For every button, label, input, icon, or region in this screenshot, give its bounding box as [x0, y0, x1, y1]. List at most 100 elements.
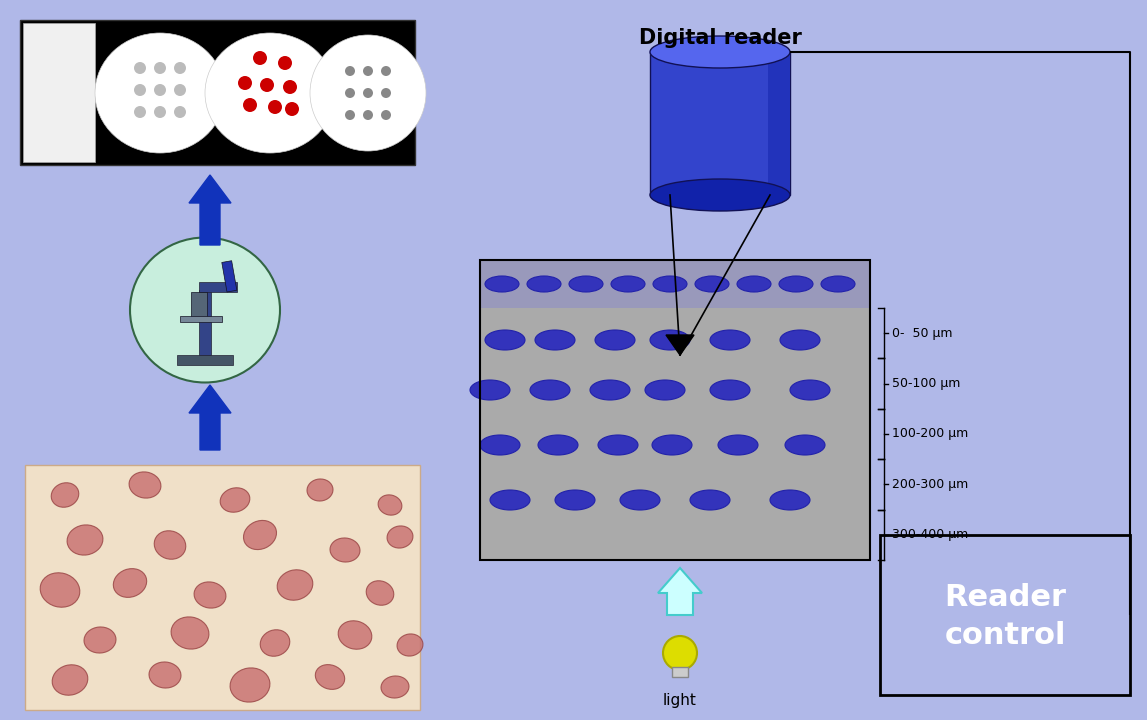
Ellipse shape — [330, 538, 360, 562]
Circle shape — [381, 88, 391, 98]
Ellipse shape — [663, 636, 697, 670]
Circle shape — [243, 98, 257, 112]
Ellipse shape — [569, 276, 603, 292]
Circle shape — [174, 62, 186, 74]
Ellipse shape — [205, 33, 335, 153]
Ellipse shape — [651, 435, 692, 455]
Bar — [672, 667, 688, 677]
Bar — [198, 290, 211, 355]
Ellipse shape — [52, 665, 88, 696]
Ellipse shape — [650, 179, 790, 211]
Circle shape — [345, 66, 356, 76]
Ellipse shape — [710, 380, 750, 400]
Polygon shape — [666, 335, 694, 355]
Circle shape — [268, 100, 282, 114]
Ellipse shape — [40, 573, 80, 607]
Ellipse shape — [130, 472, 161, 498]
Ellipse shape — [821, 276, 855, 292]
Ellipse shape — [650, 330, 690, 350]
Text: 200-300 μm: 200-300 μm — [892, 478, 968, 491]
Bar — [479, 260, 871, 308]
Ellipse shape — [338, 621, 372, 649]
Bar — [880, 535, 1130, 695]
Ellipse shape — [243, 521, 276, 549]
Ellipse shape — [590, 380, 630, 400]
Bar — [192, 292, 206, 320]
Circle shape — [237, 76, 252, 90]
Bar — [23, 23, 95, 162]
Circle shape — [381, 110, 391, 120]
Circle shape — [134, 62, 146, 74]
Ellipse shape — [780, 330, 820, 350]
Ellipse shape — [220, 487, 250, 512]
FancyArrow shape — [658, 568, 702, 615]
Ellipse shape — [479, 435, 520, 455]
Ellipse shape — [650, 36, 790, 68]
Circle shape — [154, 106, 166, 118]
Circle shape — [174, 106, 186, 118]
Ellipse shape — [149, 662, 181, 688]
Ellipse shape — [470, 380, 510, 400]
Circle shape — [154, 62, 166, 74]
Bar — [198, 282, 237, 292]
Ellipse shape — [785, 435, 825, 455]
Ellipse shape — [310, 35, 426, 151]
Bar — [479, 308, 871, 560]
Ellipse shape — [695, 276, 729, 292]
FancyArrow shape — [189, 175, 231, 245]
Circle shape — [283, 80, 297, 94]
Text: 100-200 μm: 100-200 μm — [892, 428, 968, 441]
Bar — [650, 52, 790, 195]
Ellipse shape — [387, 526, 413, 548]
Circle shape — [381, 66, 391, 76]
Bar — [180, 316, 223, 322]
Ellipse shape — [485, 276, 518, 292]
Text: 50-100 μm: 50-100 μm — [892, 377, 960, 390]
Ellipse shape — [307, 479, 333, 501]
Circle shape — [134, 84, 146, 96]
Ellipse shape — [526, 276, 561, 292]
Text: Digital reader: Digital reader — [639, 28, 802, 48]
Ellipse shape — [171, 617, 209, 649]
Circle shape — [278, 56, 292, 70]
Ellipse shape — [779, 276, 813, 292]
Circle shape — [134, 106, 146, 118]
Bar — [768, 52, 790, 195]
Circle shape — [362, 66, 373, 76]
Ellipse shape — [278, 570, 313, 600]
Ellipse shape — [645, 380, 685, 400]
Ellipse shape — [315, 665, 345, 689]
Ellipse shape — [381, 676, 409, 698]
Ellipse shape — [598, 435, 638, 455]
Text: 0-  50 μm: 0- 50 μm — [892, 327, 952, 340]
Circle shape — [362, 88, 373, 98]
Ellipse shape — [95, 33, 225, 153]
Ellipse shape — [485, 330, 525, 350]
Ellipse shape — [611, 276, 645, 292]
Ellipse shape — [535, 330, 575, 350]
Ellipse shape — [538, 435, 578, 455]
Bar — [177, 355, 233, 365]
Ellipse shape — [490, 490, 530, 510]
Ellipse shape — [231, 668, 270, 702]
Bar — [221, 261, 236, 292]
Ellipse shape — [770, 490, 810, 510]
Ellipse shape — [366, 581, 393, 606]
Text: Reader: Reader — [944, 582, 1066, 611]
Ellipse shape — [260, 630, 290, 656]
Circle shape — [174, 84, 186, 96]
Circle shape — [345, 110, 356, 120]
Ellipse shape — [130, 238, 280, 382]
Ellipse shape — [67, 525, 103, 555]
Ellipse shape — [738, 276, 771, 292]
Bar — [19, 20, 415, 165]
Ellipse shape — [595, 330, 635, 350]
Circle shape — [284, 102, 299, 116]
Circle shape — [260, 78, 274, 92]
Ellipse shape — [621, 490, 660, 510]
Ellipse shape — [790, 380, 830, 400]
Circle shape — [253, 51, 267, 65]
Ellipse shape — [718, 435, 758, 455]
Ellipse shape — [530, 380, 570, 400]
Bar — [479, 260, 871, 560]
